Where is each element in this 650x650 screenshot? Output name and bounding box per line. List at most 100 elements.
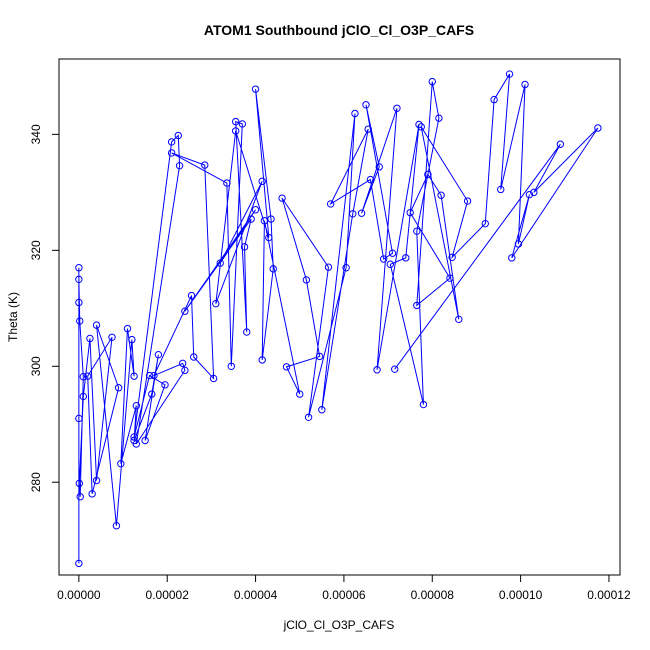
data-point [75, 559, 83, 568]
data-point [455, 315, 463, 324]
x-axis-label: jClO_Cl_O3P_CAFS [283, 618, 395, 632]
data-point [240, 243, 249, 251]
data-point [525, 190, 534, 199]
data-point [269, 265, 277, 273]
data-point [481, 219, 489, 228]
data-point [108, 333, 116, 341]
y-tick-label: 280 [29, 472, 43, 492]
data-point [402, 254, 410, 262]
data-point [92, 321, 101, 329]
chart-title: ATOM1 Southbound jClO_Cl_O3P_CAFS [204, 22, 474, 38]
data-point [88, 490, 96, 498]
data-point [132, 440, 141, 448]
y-tick-label: 320 [29, 240, 43, 260]
data-point [326, 200, 335, 208]
data-point [417, 123, 425, 131]
data-point [86, 334, 94, 343]
data-point [132, 402, 141, 410]
x-tick-label: 0.00000 [57, 588, 101, 602]
data-point [463, 197, 472, 205]
series-layer [75, 70, 602, 568]
data-point [364, 125, 372, 133]
data-point [379, 255, 388, 263]
data-point [342, 264, 350, 272]
data-point [375, 163, 383, 171]
data-point [278, 194, 286, 202]
data-point [114, 384, 123, 392]
data-point [223, 179, 231, 187]
data-point [556, 140, 565, 148]
data-point [366, 175, 375, 184]
plot-frame [58, 58, 621, 576]
data-point [181, 366, 189, 375]
data-point [212, 299, 220, 308]
x-tick-label: 0.00006 [322, 588, 366, 602]
data-point [258, 177, 266, 186]
y-tick-label: 300 [29, 356, 43, 376]
data-point [130, 372, 138, 380]
data-point [181, 307, 189, 315]
x-tick-label: 0.00004 [234, 588, 278, 602]
data-point [231, 127, 240, 135]
data-point [388, 249, 397, 257]
data-point [84, 372, 92, 380]
data-point [362, 101, 370, 109]
data-point [406, 208, 414, 217]
x-tick-label: 0.00010 [499, 588, 543, 602]
data-point [435, 114, 443, 122]
data-point [141, 436, 149, 445]
y-tick-label: 340 [29, 124, 43, 144]
data-point [490, 95, 498, 104]
data-point [247, 215, 255, 223]
data-point [357, 209, 366, 217]
data-point [446, 274, 454, 282]
data-point [174, 131, 182, 140]
data-point [75, 414, 83, 423]
data-point [251, 206, 260, 214]
data-point [190, 353, 198, 361]
data-point [448, 253, 456, 261]
data-point [324, 263, 333, 271]
data-point [130, 433, 138, 441]
data-point [267, 215, 275, 223]
data-point [437, 191, 445, 199]
data-point [243, 328, 251, 336]
data-point [391, 365, 399, 373]
data-point [76, 493, 84, 501]
data-point [258, 356, 266, 364]
data-point [209, 374, 218, 383]
data-point [216, 259, 224, 267]
data-point [123, 324, 132, 333]
data-point [349, 210, 357, 218]
data-point [251, 85, 260, 93]
data-point [76, 317, 84, 325]
y-axis: 280 300 320 340 [29, 124, 60, 492]
data-point [175, 161, 184, 170]
data-point [167, 149, 176, 157]
data-point [282, 363, 291, 371]
y-axis-label: Theta (K) [6, 292, 20, 342]
data-point [413, 227, 421, 235]
data-point [296, 390, 304, 398]
data-point [231, 117, 240, 126]
data-point [373, 366, 381, 374]
data-point [92, 476, 101, 485]
data-point [497, 185, 505, 194]
data-point [128, 335, 136, 344]
data-point [428, 77, 436, 86]
data-point [419, 400, 428, 409]
data-point [505, 70, 514, 78]
data-point [112, 522, 121, 530]
data-point [145, 371, 154, 380]
data-point [79, 392, 88, 401]
x-tick-label: 0.00012 [587, 588, 631, 602]
data-point [530, 188, 538, 197]
data-point [521, 80, 529, 89]
data-point [265, 233, 273, 242]
data-point [594, 124, 602, 132]
data-point [75, 298, 83, 307]
data-point [424, 170, 432, 179]
data-point [508, 254, 516, 262]
data-point [351, 109, 359, 118]
